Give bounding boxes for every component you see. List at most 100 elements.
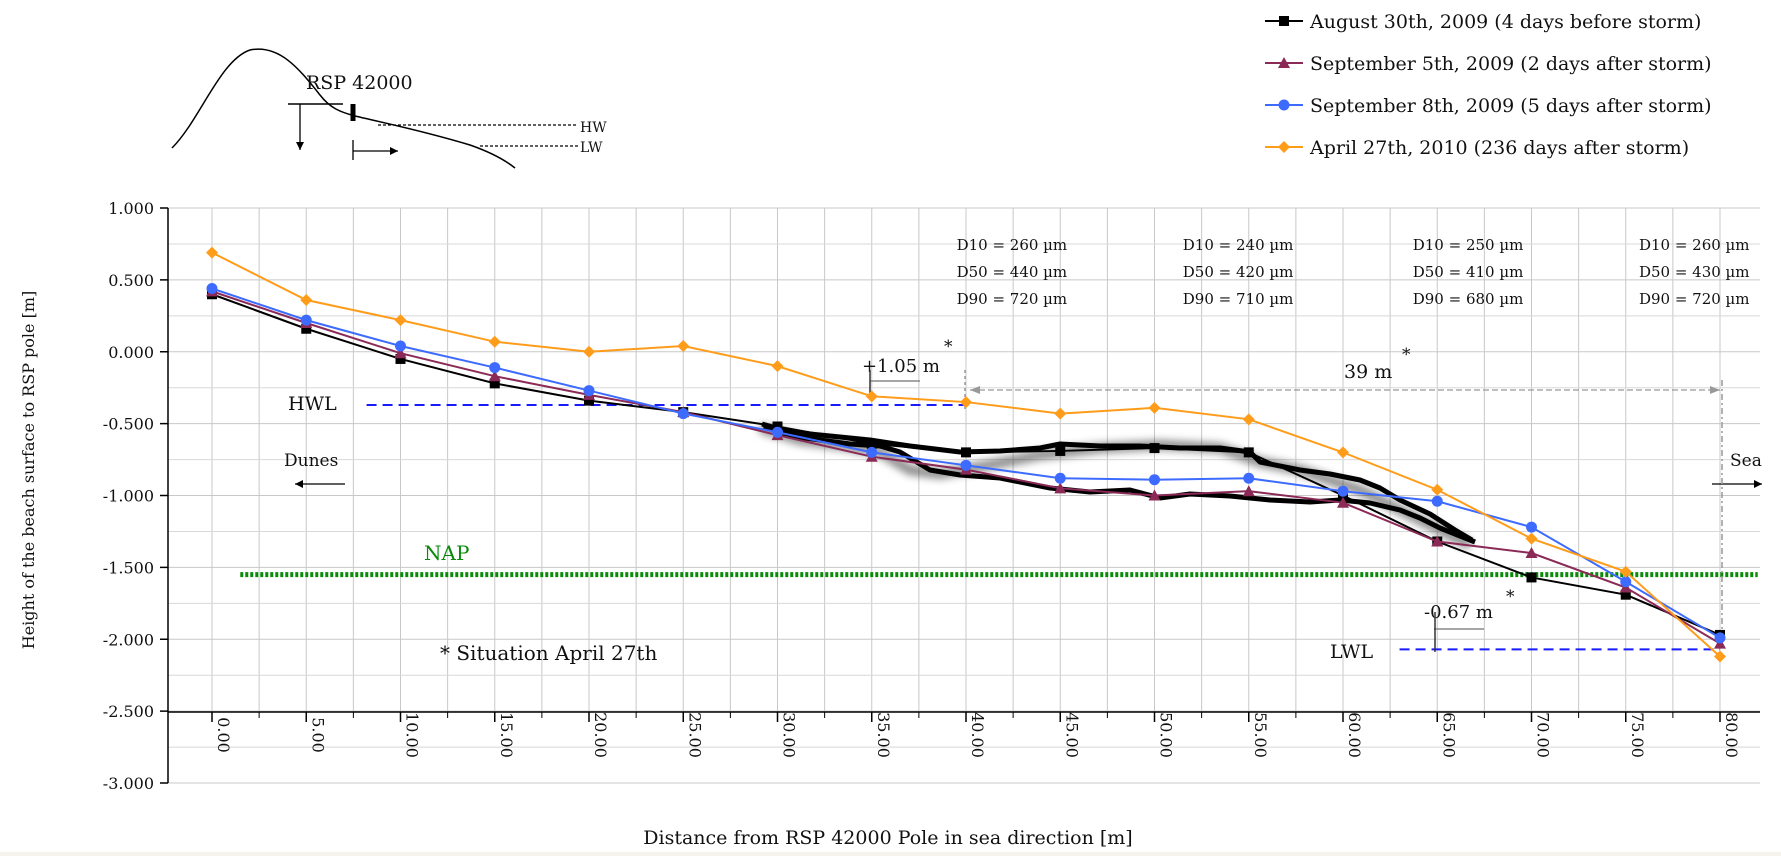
data-point <box>300 314 312 326</box>
data-point <box>1054 482 1067 494</box>
data-point <box>1525 532 1538 545</box>
inset-rsp-label: RSP 42000 <box>306 72 413 94</box>
plus-105-star: * <box>944 337 953 357</box>
data-point <box>395 353 406 364</box>
inset-dune-curve <box>171 48 516 169</box>
sea-label: Sea <box>1730 451 1762 471</box>
data-point <box>1714 650 1726 663</box>
situation-text: * Situation April 27th <box>440 641 657 665</box>
data-point <box>1055 445 1066 456</box>
data-point <box>488 370 501 382</box>
data-point <box>1337 496 1349 508</box>
x-tick-label: 50.00 <box>1157 712 1176 758</box>
data-point <box>489 378 500 389</box>
grain-size-label: D50 = 440 µm <box>957 263 1068 281</box>
legend-label: August 30th, 2009 (4 days before storm) <box>1309 11 1701 33</box>
dunes-annotation: Dunes <box>284 451 345 488</box>
x-tick-label: 70.00 <box>1534 712 1553 758</box>
data-point <box>1431 495 1443 507</box>
reference-lines <box>240 403 1758 651</box>
data-point <box>1149 474 1160 486</box>
y-tick-label: -2.000 <box>103 630 154 649</box>
legend-item: September 8th, 2009 (5 days after storm) <box>1265 95 1712 117</box>
width-39-arrowhead-right <box>1710 386 1720 394</box>
grain-size-label: D90 = 680 µm <box>1413 290 1524 308</box>
x-tick-label: 35.00 <box>874 712 893 758</box>
y-tick-label: 1.000 <box>108 199 154 218</box>
grain-size-label: D90 = 720 µm <box>1639 290 1750 308</box>
dunes-arrowhead <box>295 480 303 488</box>
data-point <box>1619 565 1632 578</box>
x-tick-label: 5.00 <box>308 717 327 753</box>
legend-item: September 5th, 2009 (2 days after storm) <box>1265 53 1712 75</box>
dunes-label: Dunes <box>284 451 338 471</box>
minus-067-label: -0.67 m <box>1424 602 1493 623</box>
x-tick-label: 0.00 <box>214 717 233 753</box>
grain-size-annotations: D10 = 260 µm D50 = 440 µm D90 = 720 µm D10 … <box>957 236 1750 308</box>
data-point <box>206 246 218 259</box>
x-tick-label: 55.00 <box>1251 712 1270 758</box>
y-tick-labels: 1.000 0.500 0.000 -0.500 -1.000 -1.500 -2.000 -… <box>103 199 168 793</box>
data-point <box>772 426 783 438</box>
data-point <box>1054 407 1067 420</box>
data-point <box>1714 632 1726 644</box>
data-point <box>1337 446 1349 459</box>
data-point <box>301 323 312 334</box>
y-tick-label: -1.000 <box>103 487 154 506</box>
data-point <box>866 438 877 449</box>
legend-swatch-marker <box>1278 141 1290 153</box>
grain-size-label: D90 = 720 µm <box>957 290 1068 308</box>
data-point <box>960 459 972 471</box>
legend-item: April 27th, 2010 (236 days after storm) <box>1265 137 1689 159</box>
x-tick-label: 10.00 <box>403 712 422 758</box>
x-tick-label: 80.00 <box>1722 712 1741 758</box>
legend-swatch-marker <box>1278 99 1290 111</box>
series-1 <box>207 289 1725 640</box>
data-point <box>1620 576 1632 588</box>
x-tick-label: 45.00 <box>1062 712 1081 758</box>
grain-size-label: D50 = 430 µm <box>1639 263 1750 281</box>
data-point <box>1243 472 1255 484</box>
data-point <box>1337 485 1349 497</box>
overlay-upper-stroke <box>761 421 1474 543</box>
data-point <box>772 421 783 432</box>
lwl-label: LWL <box>1330 641 1373 663</box>
profile-inset: RSP 42000 HW LW <box>171 48 607 169</box>
inset-down-arrowhead <box>296 142 304 150</box>
sea-arrowhead <box>1754 480 1762 488</box>
grain-size-label: D10 = 260 µm <box>1639 236 1750 254</box>
legend-swatch-marker <box>1278 57 1290 68</box>
data-point <box>489 362 501 374</box>
y-tick-label: 0.000 <box>108 343 154 362</box>
inset-lw-label: LW <box>580 140 603 156</box>
y-tick-label: -1.500 <box>103 558 154 577</box>
data-point <box>1526 521 1537 533</box>
width-39-label: 39 m <box>1344 361 1392 383</box>
data-series <box>206 246 1726 663</box>
nap-label: NAP <box>424 541 469 565</box>
accretion-annotation: +1.05 m * <box>862 337 953 398</box>
data-point <box>1148 489 1161 501</box>
series-3 <box>206 283 1726 644</box>
data-point <box>1242 485 1255 497</box>
legend: August 30th, 2009 (4 days before storm) S… <box>1265 11 1712 159</box>
data-point <box>1149 443 1160 454</box>
plus-105-label: +1.05 m <box>862 356 940 377</box>
y-tick-label: -0.500 <box>103 415 154 434</box>
data-point <box>394 314 407 327</box>
legend-label: April 27th, 2010 (236 days after storm) <box>1309 137 1689 159</box>
data-point <box>583 345 595 358</box>
data-point <box>1243 447 1254 458</box>
inset-hw-label: HW <box>580 120 607 136</box>
y-tick-label: -3.000 <box>103 774 154 793</box>
x-tick-label: 75.00 <box>1628 712 1647 758</box>
data-point <box>1054 472 1066 484</box>
data-point <box>1525 547 1538 558</box>
legend-label: September 8th, 2009 (5 days after storm) <box>1310 95 1712 117</box>
grid <box>168 207 1760 784</box>
x-axis-label: Distance from RSP 42000 Pole in sea dire… <box>643 827 1132 849</box>
x-tick-label: 30.00 <box>780 712 799 758</box>
data-point <box>488 335 501 348</box>
data-point <box>206 283 218 294</box>
data-point <box>395 340 406 352</box>
